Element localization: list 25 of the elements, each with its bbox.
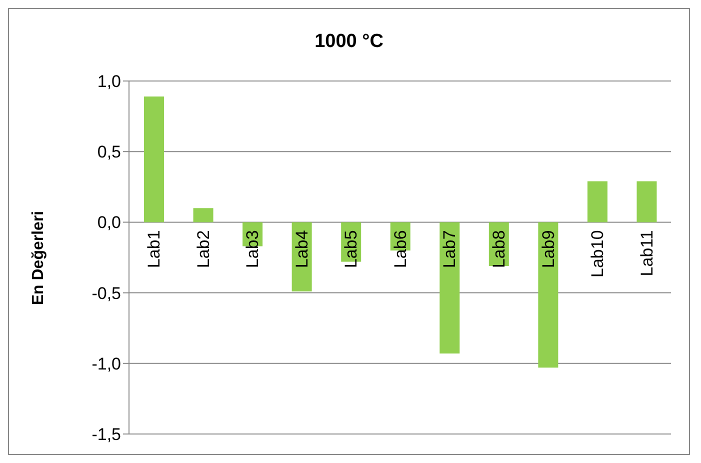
x-tick-label: Lab6 — [390, 230, 410, 268]
x-tick-label: Lab1 — [144, 230, 164, 268]
y-tick-label: 1,0 — [97, 72, 121, 92]
x-tick-label: Lab11 — [637, 230, 656, 276]
x-tick-label: Lab9 — [538, 230, 558, 268]
x-tick-label: Lab10 — [588, 230, 608, 278]
bar — [440, 222, 460, 354]
bar — [587, 181, 608, 222]
y-tick-label: -0,5 — [92, 284, 121, 303]
x-tick-label: Lab4 — [292, 230, 312, 268]
x-tick-label: Lab2 — [194, 230, 213, 268]
y-axis-title: En Değerleri — [30, 210, 48, 305]
x-tick-label: Lab5 — [342, 230, 361, 268]
y-tick-label: 0,0 — [97, 213, 121, 232]
chart-title: 1000 °C — [314, 31, 384, 53]
bar — [538, 222, 558, 368]
x-tick-label: Lab8 — [489, 230, 508, 268]
y-tick-label: -1,0 — [92, 354, 121, 374]
bar — [636, 181, 657, 222]
x-tick-label: Lab3 — [243, 230, 262, 268]
y-tick-label: -1,5 — [92, 425, 121, 444]
bar — [144, 96, 164, 222]
x-tick-label: Lab7 — [440, 230, 460, 268]
y-tick-label: 0,5 — [97, 142, 121, 162]
bar — [193, 208, 214, 222]
